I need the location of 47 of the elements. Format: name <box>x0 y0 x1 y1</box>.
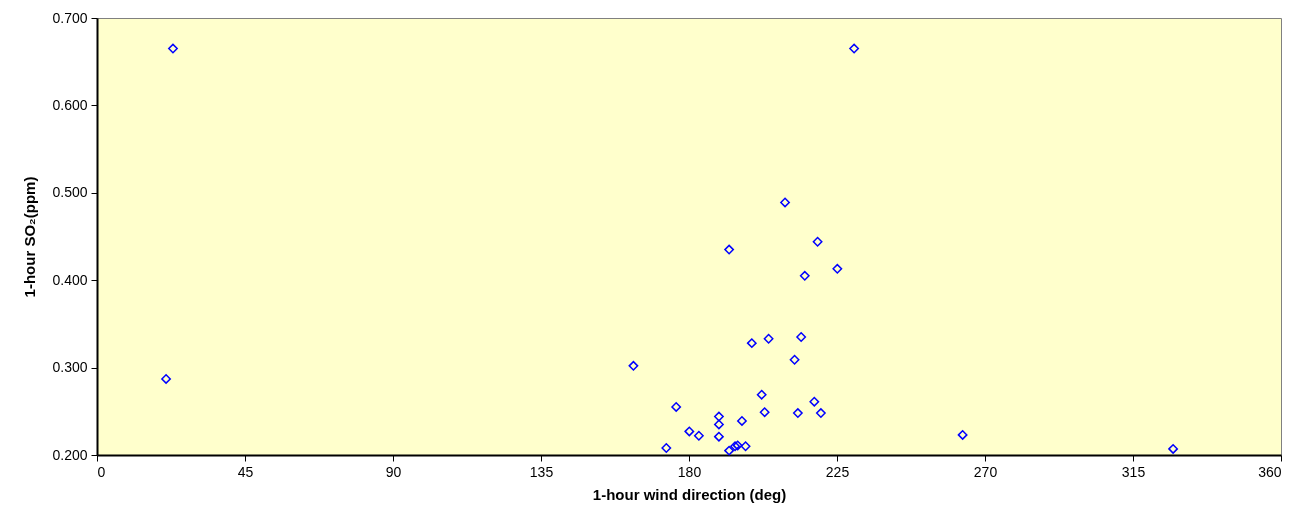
y-tick-label: 0.500 <box>52 184 88 201</box>
point <box>693 430 704 441</box>
x-tick-label: 45 <box>237 463 254 480</box>
point <box>628 360 639 371</box>
y-tick-label: 0.700 <box>52 9 88 26</box>
point <box>168 43 178 54</box>
point <box>737 415 747 426</box>
point <box>714 411 724 422</box>
point <box>796 332 807 342</box>
point <box>812 236 823 247</box>
y-tick-label: 0.400 <box>52 271 88 288</box>
y-axis-title: 1-hour SO₂(ppm) <box>21 176 39 298</box>
point <box>789 354 800 365</box>
point <box>714 431 724 442</box>
point <box>792 408 803 418</box>
point <box>849 43 860 54</box>
point <box>1168 443 1179 454</box>
x-tick-label: 225 <box>825 463 850 480</box>
point <box>684 426 695 437</box>
point <box>815 408 826 418</box>
point <box>809 396 820 407</box>
x-tick-label: 0 <box>97 463 106 480</box>
x-tick-label: 180 <box>677 463 702 480</box>
x-tick-label: 315 <box>1121 463 1146 480</box>
point <box>799 270 810 281</box>
point <box>661 443 672 453</box>
point <box>714 419 724 430</box>
y-tick-label: 0.600 <box>52 96 88 113</box>
x-tick-label: 135 <box>529 463 554 480</box>
point <box>756 389 767 400</box>
x-axis-title: 1-hour wind direction (deg) <box>592 485 787 503</box>
x-tick-label: 360 <box>1258 463 1282 480</box>
point <box>724 244 735 255</box>
point <box>759 407 770 418</box>
y-tick-label: 0.200 <box>52 446 88 463</box>
point <box>724 445 735 456</box>
point <box>780 197 790 208</box>
point <box>671 402 682 412</box>
point <box>763 333 774 344</box>
x-tick-label: 90 <box>385 463 402 480</box>
point <box>161 374 171 384</box>
point <box>746 338 757 349</box>
y-tick-label: 0.300 <box>52 359 88 376</box>
point <box>832 263 843 274</box>
point <box>740 441 751 452</box>
point <box>957 429 968 440</box>
x-tick-label: 270 <box>973 463 998 480</box>
